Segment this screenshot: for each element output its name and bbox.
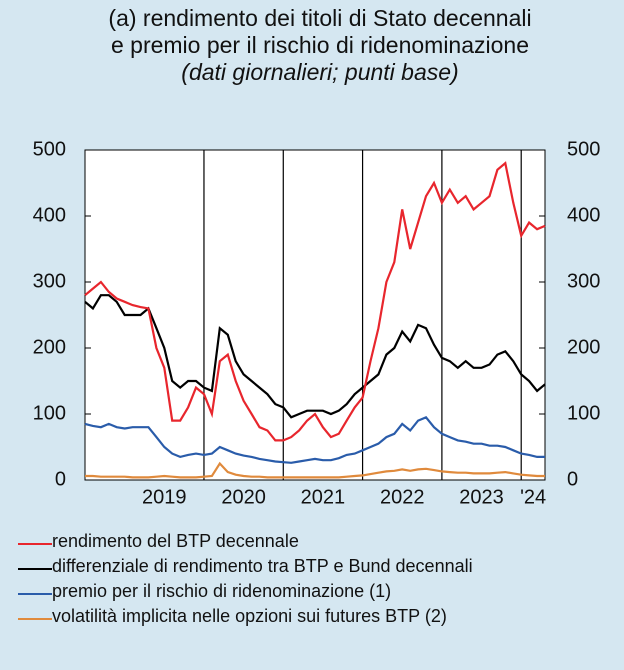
y-tick-label: 400 xyxy=(33,204,66,226)
chart: (a) rendimento dei titoli di Stato decen… xyxy=(33,5,601,508)
y-tick-label: 100 xyxy=(33,402,66,424)
y-tick-label: 200 xyxy=(33,336,66,358)
legend-label: premio per il rischio di ridenominazione… xyxy=(52,581,392,601)
legend-label: rendimento del BTP decennale xyxy=(52,531,299,551)
legend-swatch xyxy=(18,593,52,595)
x-tick-label: 2021 xyxy=(301,486,346,508)
series-line xyxy=(85,461,545,479)
legend-label: volatilità implicita nelle opzioni sui f… xyxy=(52,606,447,626)
y2-tick-label: 500 xyxy=(567,138,600,160)
legend-item: volatilità implicita nelle opzioni sui f… xyxy=(18,605,608,627)
x-tick-label: 2019 xyxy=(142,486,187,508)
x-tick-label: 2023 xyxy=(459,486,504,508)
y2-tick-label: 200 xyxy=(567,336,600,358)
y2-tick-label: 0 xyxy=(567,468,578,490)
y2-tick-label: 400 xyxy=(567,204,600,226)
y2-tick-label: 100 xyxy=(567,402,600,424)
y2-tick-label: 300 xyxy=(567,270,600,292)
legend-swatch xyxy=(18,618,52,620)
legend-item: rendimento del BTP decennale xyxy=(18,530,608,552)
chart-subtitle: (dati giornalieri; punti base) xyxy=(181,59,458,85)
y-tick-label: 0 xyxy=(55,468,66,490)
y-tick-label: 300 xyxy=(33,270,66,292)
chart-title: e premio per il rischio di ridenominazio… xyxy=(111,32,529,58)
legend-item: premio per il rischio di ridenominazione… xyxy=(18,580,608,602)
legend-item: differenziale di rendimento tra BTP e Bu… xyxy=(18,555,608,577)
x-tick-label: 2022 xyxy=(380,486,425,508)
x-tick-label: '24 xyxy=(520,486,546,508)
legend: rendimento del BTP decennale differenzial… xyxy=(18,530,608,630)
series-line xyxy=(84,415,545,464)
plot-area xyxy=(84,149,546,481)
y-tick-label: 500 xyxy=(33,138,66,160)
legend-swatch xyxy=(18,568,52,570)
legend-swatch xyxy=(18,543,52,545)
series-line xyxy=(84,161,546,442)
chart-title: (a) rendimento dei titoli di Stato decen… xyxy=(108,5,531,31)
legend-label: differenziale di rendimento tra BTP e Bu… xyxy=(52,556,473,576)
series-line xyxy=(84,294,546,419)
x-tick-label: 2020 xyxy=(221,486,266,508)
